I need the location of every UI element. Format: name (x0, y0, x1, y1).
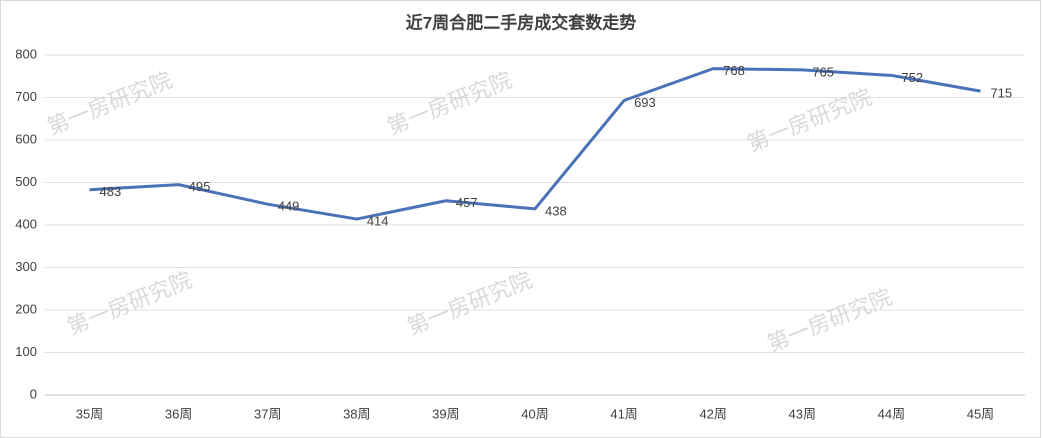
x-tick-label: 37周 (254, 406, 281, 421)
data-label: 414 (367, 213, 389, 228)
data-label: 457 (456, 195, 478, 210)
y-tick-label: 300 (15, 259, 37, 274)
data-label: 752 (901, 70, 923, 85)
x-tick-label: 44周 (878, 406, 905, 421)
y-tick-label: 0 (30, 386, 37, 401)
x-tick-label: 41周 (610, 406, 637, 421)
y-tick-label: 600 (15, 131, 37, 146)
x-tick-label: 40周 (521, 406, 548, 421)
data-label: 693 (634, 95, 656, 110)
x-tick-label: 36周 (165, 406, 192, 421)
x-tick-label: 35周 (76, 406, 103, 421)
data-label: 483 (100, 184, 122, 199)
data-label: 495 (189, 179, 211, 194)
y-tick-label: 800 (15, 46, 37, 61)
y-tick-label: 700 (15, 89, 37, 104)
x-tick-label: 38周 (343, 406, 370, 421)
x-tick-label: 45周 (967, 406, 994, 421)
data-label: 715 (990, 86, 1012, 101)
x-tick-label: 39周 (432, 406, 459, 421)
x-tick-label: 43周 (789, 406, 816, 421)
chart-title: 近7周合肥二手房成交套数走势 (406, 12, 636, 32)
data-label: 438 (545, 203, 567, 218)
y-tick-label: 400 (15, 216, 37, 231)
line (89, 67, 981, 221)
data-label: 765 (812, 64, 834, 79)
y-tick-label: 200 (15, 301, 37, 316)
y-tick-label: 500 (15, 174, 37, 189)
x-tick-label: 42周 (699, 406, 726, 421)
data-label: 768 (723, 63, 745, 78)
data-label: 449 (278, 199, 300, 214)
y-tick-label: 100 (15, 344, 37, 359)
